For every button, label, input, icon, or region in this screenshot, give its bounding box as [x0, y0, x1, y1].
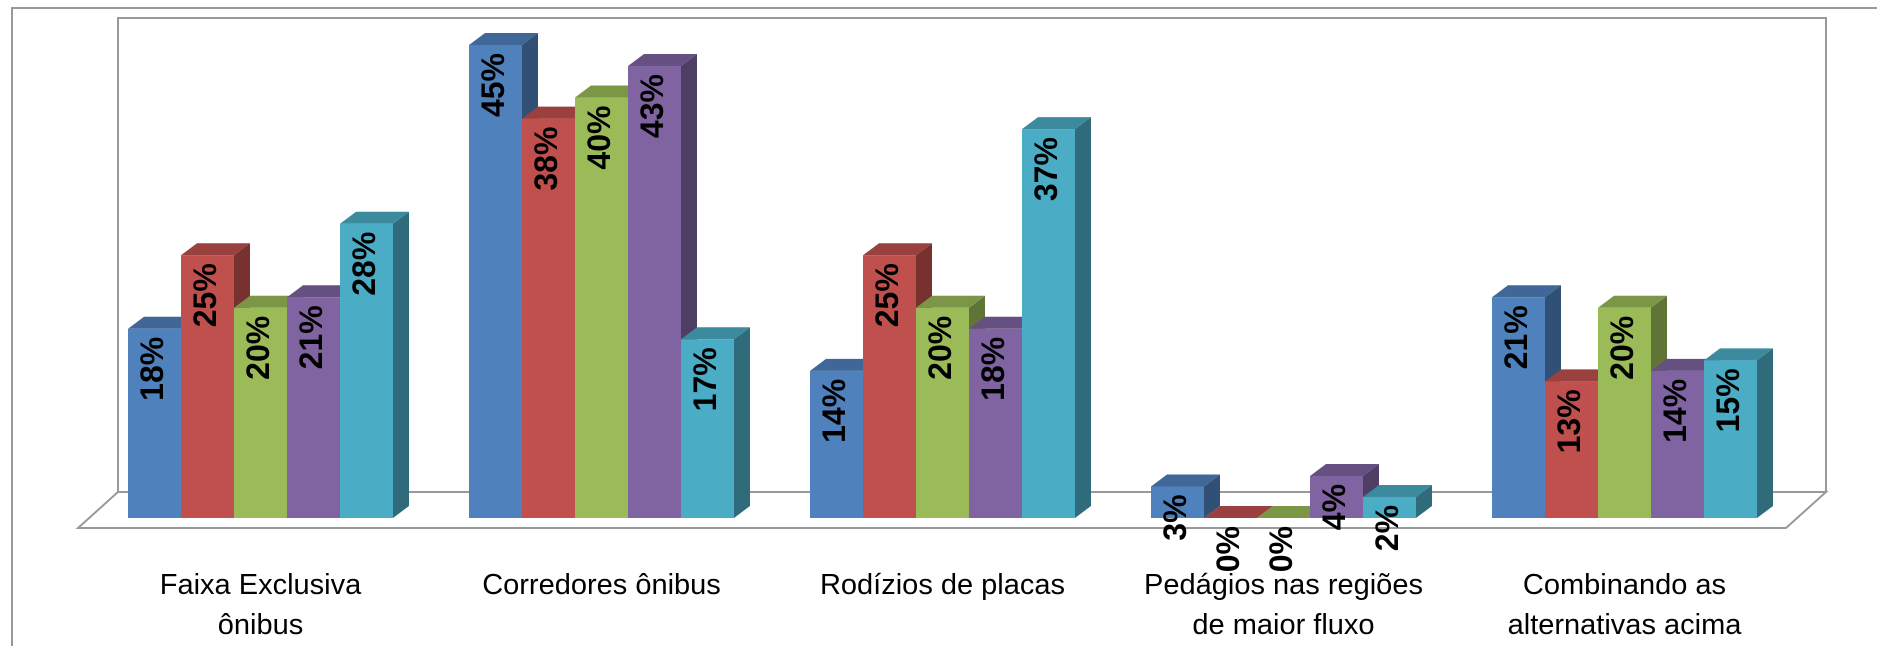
bar-top [969, 316, 1038, 329]
bar-top [234, 295, 303, 308]
bar [1704, 360, 1757, 518]
back-wall [117, 17, 1827, 492]
bar-top [810, 358, 879, 371]
bar-side [393, 211, 409, 518]
value-label: 14% [816, 379, 852, 443]
value-label: 21% [293, 305, 329, 369]
bar [1598, 307, 1651, 518]
bar-top [1704, 348, 1773, 361]
value-label: 0% [1263, 526, 1299, 572]
bar-top [575, 85, 644, 98]
value-label: 15% [1710, 368, 1746, 432]
bar-top [1598, 295, 1667, 308]
value-label: 21% [1498, 305, 1534, 369]
x-tick-label: Pedágios nas regiões de maior fluxo [1144, 569, 1423, 641]
bar [469, 45, 522, 518]
bar-side [1416, 484, 1432, 518]
bar [916, 307, 969, 518]
bar-top [628, 54, 697, 67]
bar [628, 66, 681, 519]
bar-top [340, 211, 409, 224]
value-label: 25% [869, 263, 905, 327]
value-label: 13% [1551, 389, 1587, 453]
bar-side [1075, 117, 1091, 518]
bar-side [1757, 348, 1773, 518]
value-label: 45% [475, 53, 511, 117]
bar [863, 255, 916, 518]
bar-top [128, 316, 197, 329]
bar-top [1545, 369, 1614, 382]
value-label: 37% [1028, 137, 1064, 201]
bar [287, 297, 340, 518]
bar [575, 97, 628, 519]
bar [1545, 381, 1598, 518]
bar [1363, 496, 1416, 518]
value-label: 18% [975, 337, 1011, 401]
value-label: 25% [187, 263, 223, 327]
bar-top [1363, 484, 1432, 497]
bar [969, 328, 1022, 518]
bar [1022, 129, 1075, 519]
value-label: 4% [1316, 484, 1352, 530]
bar-side [734, 327, 750, 518]
bar [234, 307, 287, 518]
bar [340, 223, 393, 518]
value-label: 40% [581, 106, 617, 170]
bar-top [287, 285, 356, 298]
value-label: 14% [1657, 379, 1693, 443]
bar-top [916, 295, 985, 308]
bar-top [1151, 474, 1220, 487]
bar-top [1310, 463, 1379, 476]
x-tick-label: Corredores ônibus [482, 569, 721, 601]
bar [1492, 297, 1545, 518]
bar [810, 370, 863, 518]
value-label: 17% [687, 347, 723, 411]
bar-top [1492, 285, 1561, 298]
bar [1310, 475, 1363, 518]
value-label: 20% [922, 316, 958, 380]
value-label: 28% [346, 232, 382, 296]
value-label: 2% [1369, 505, 1405, 551]
x-tick-label: Faixa Exclusiva ônibus [159, 569, 362, 641]
value-label: 20% [240, 316, 276, 380]
value-label: 43% [634, 74, 670, 138]
bar [1151, 486, 1204, 518]
bar-top [1257, 506, 1326, 518]
bar [128, 328, 181, 518]
value-label: 20% [1604, 316, 1640, 380]
x-tick-label: Rodízios de placas [819, 569, 1066, 601]
value-label: 18% [134, 337, 170, 401]
value-label: 0% [1210, 526, 1246, 572]
bar [181, 255, 234, 518]
chart-border [11, 7, 1877, 646]
bar-top [522, 106, 591, 119]
bar-side [1204, 474, 1220, 518]
bar-top [1204, 506, 1273, 518]
bar-top [681, 327, 750, 340]
value-label: 38% [528, 127, 564, 191]
bar-top [1022, 117, 1091, 130]
bar-top [469, 33, 538, 45]
bar-top [181, 243, 250, 256]
bar-top [863, 243, 932, 256]
x-tick-label: Combinando as alternativas acima [1507, 569, 1742, 641]
bar [1651, 370, 1704, 518]
bar [522, 118, 575, 519]
bar-top [1651, 358, 1720, 371]
bar [681, 339, 734, 518]
value-label: 3% [1157, 494, 1193, 540]
